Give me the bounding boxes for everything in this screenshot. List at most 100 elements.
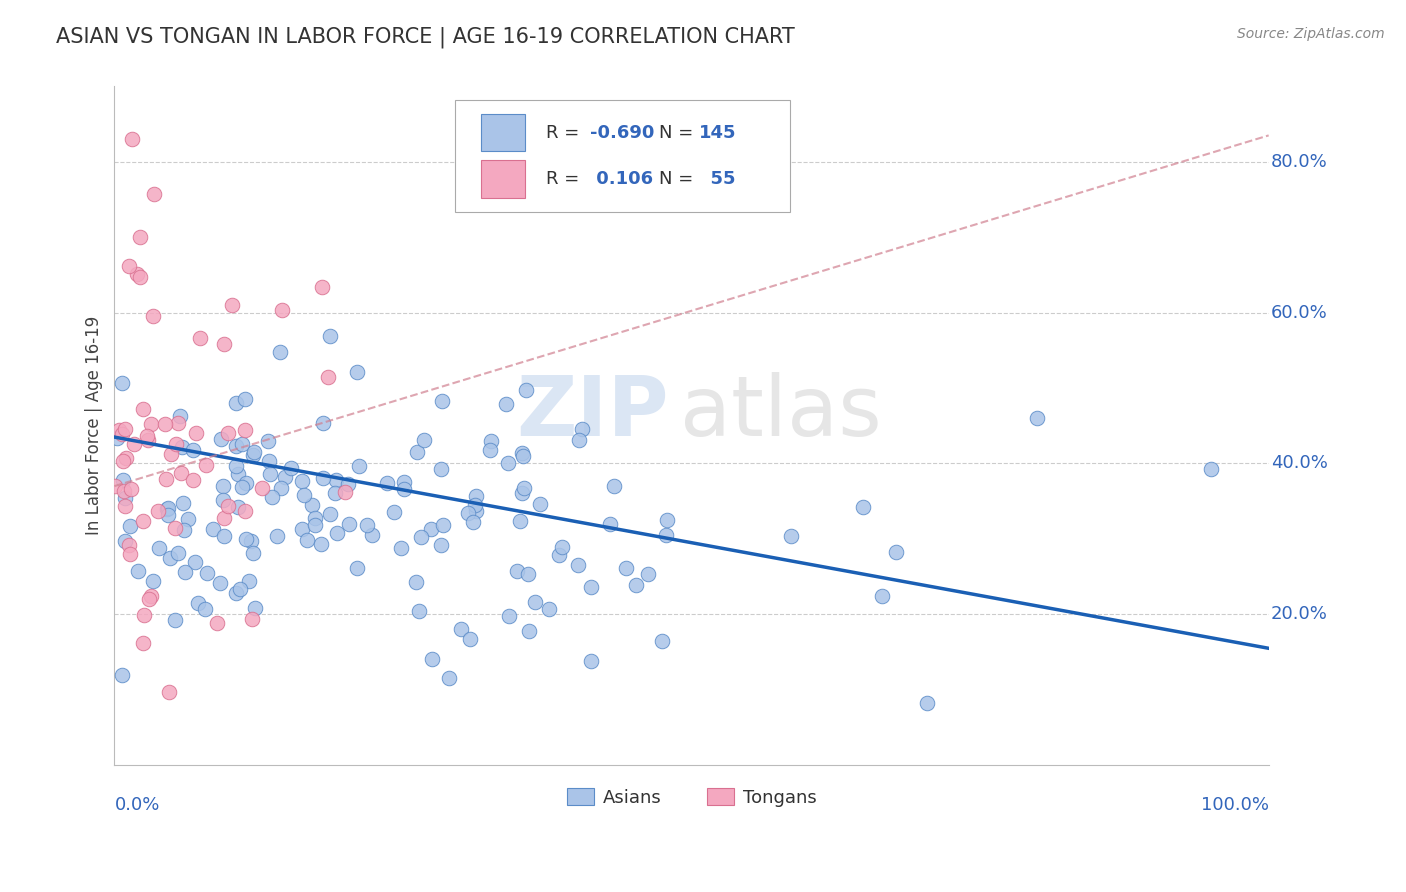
Point	[439, 671, 461, 685]
Point	[579, 580, 602, 594]
Point	[651, 634, 673, 648]
Point	[128, 269, 150, 284]
Point	[508, 514, 530, 528]
Point	[337, 516, 360, 531]
Point	[346, 364, 368, 378]
Point	[506, 564, 529, 578]
Point	[212, 336, 235, 351]
Text: 80.0%: 80.0%	[1271, 153, 1327, 170]
Point	[304, 517, 326, 532]
Point	[392, 475, 415, 489]
Point	[309, 536, 332, 550]
FancyBboxPatch shape	[456, 100, 790, 212]
Point	[184, 555, 207, 569]
Point	[120, 519, 142, 533]
Point	[242, 546, 264, 560]
Point	[292, 488, 315, 502]
Point	[450, 622, 472, 636]
Point	[312, 416, 335, 430]
Point	[498, 608, 520, 623]
Point	[245, 600, 267, 615]
Point	[637, 567, 659, 582]
Point	[457, 506, 479, 520]
Point	[465, 504, 488, 518]
Point	[280, 461, 302, 475]
Point	[233, 423, 256, 437]
Point	[188, 331, 211, 345]
Point	[156, 500, 179, 515]
Point	[225, 395, 247, 409]
Point	[510, 446, 533, 460]
Point	[551, 540, 574, 554]
Point	[1199, 462, 1222, 476]
Point	[155, 472, 177, 486]
Point	[155, 417, 177, 431]
Point	[114, 533, 136, 548]
Point	[221, 298, 243, 312]
Point	[172, 496, 194, 510]
Point	[121, 132, 143, 146]
Point	[229, 582, 252, 596]
Point	[194, 458, 217, 472]
Point	[408, 604, 430, 618]
Point	[336, 477, 359, 491]
Point	[361, 528, 384, 542]
Point	[516, 566, 538, 581]
Text: 145: 145	[699, 124, 735, 142]
Text: 0.0%: 0.0%	[114, 796, 160, 814]
Point	[269, 344, 291, 359]
Point	[156, 501, 179, 516]
Point	[169, 409, 191, 423]
Point	[217, 499, 239, 513]
Point	[159, 551, 181, 566]
Point	[132, 514, 155, 528]
Text: 60.0%: 60.0%	[1271, 303, 1327, 322]
Point	[205, 616, 228, 631]
Text: ZIP: ZIP	[516, 372, 668, 453]
Point	[238, 574, 260, 588]
Point	[136, 433, 159, 447]
Point	[132, 401, 155, 416]
Point	[240, 533, 263, 548]
Point	[655, 512, 678, 526]
Point	[143, 186, 166, 201]
Point	[195, 566, 218, 580]
Point	[405, 575, 427, 590]
Point	[406, 444, 429, 458]
Point	[233, 504, 256, 518]
Point	[274, 469, 297, 483]
Point	[291, 522, 314, 536]
Point	[537, 602, 560, 616]
Point	[157, 685, 180, 699]
Point	[571, 422, 593, 436]
Point	[270, 481, 292, 495]
Point	[181, 473, 204, 487]
Point	[510, 486, 533, 500]
Point	[257, 453, 280, 467]
Point	[142, 574, 165, 589]
Point	[209, 432, 232, 446]
Point	[262, 490, 284, 504]
Point	[852, 500, 875, 514]
Text: R =: R =	[546, 170, 585, 188]
Point	[148, 541, 170, 555]
Point	[579, 655, 602, 669]
Point	[517, 624, 540, 639]
Point	[548, 549, 571, 563]
Point	[233, 392, 256, 406]
Point	[512, 481, 534, 495]
Point	[512, 449, 534, 463]
Point	[122, 437, 145, 451]
Point	[114, 491, 136, 505]
Point	[181, 443, 204, 458]
Point	[174, 565, 197, 579]
Point	[107, 423, 129, 437]
Point	[231, 480, 253, 494]
Text: 100.0%: 100.0%	[1201, 796, 1268, 814]
Point	[270, 302, 292, 317]
Point	[335, 485, 357, 500]
Point	[212, 479, 235, 493]
Point	[413, 434, 436, 448]
Point	[127, 564, 149, 578]
Point	[515, 384, 537, 398]
